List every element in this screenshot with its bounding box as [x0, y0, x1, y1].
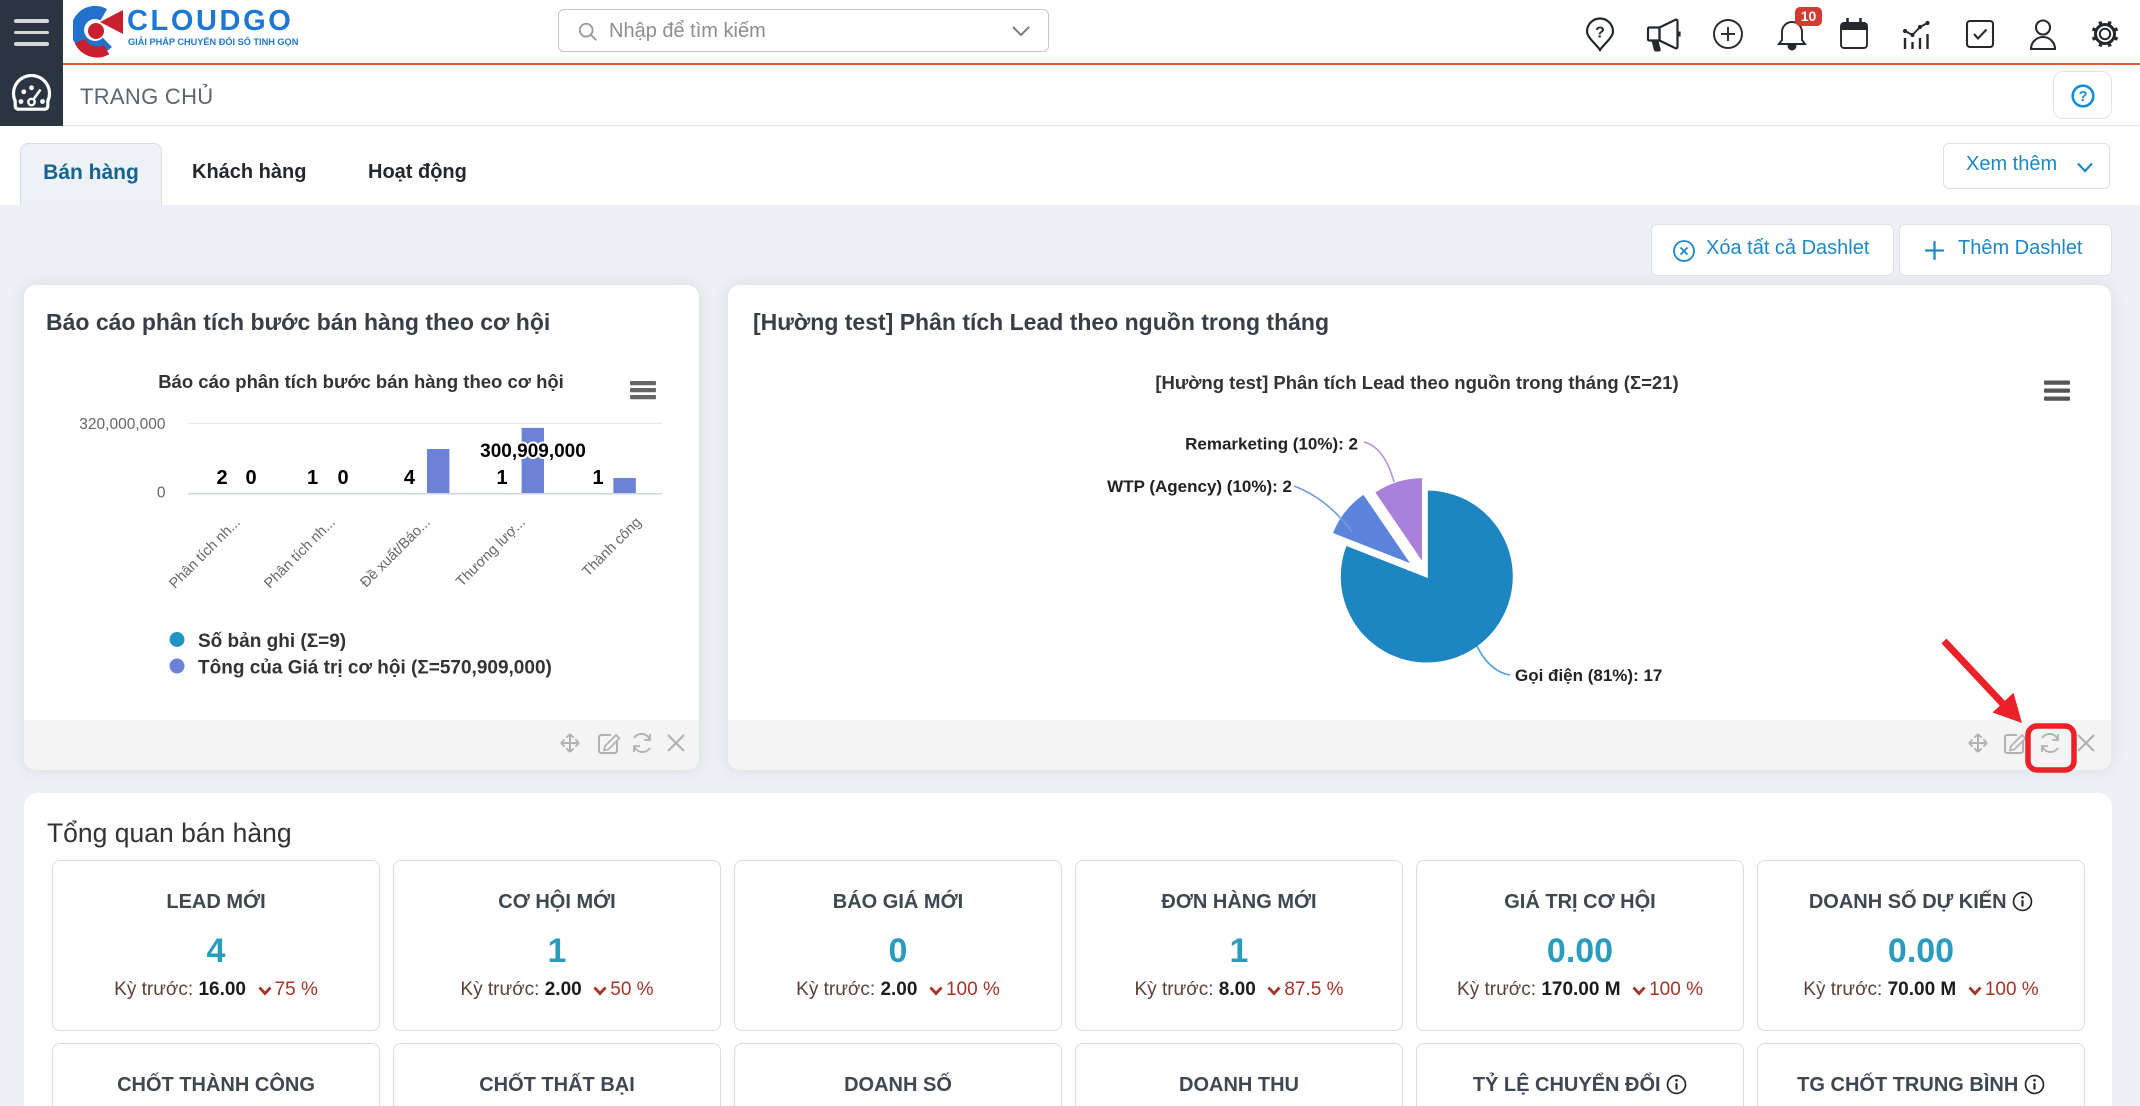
svg-text:GIẢI PHÁP CHUYỂN ĐỔI SỐ TINH G: GIẢI PHÁP CHUYỂN ĐỔI SỐ TINH GỌN: [128, 36, 299, 47]
svg-text:Thương lượ...: Thương lượ...: [453, 515, 529, 591]
svg-text:320,000,000: 320,000,000: [79, 416, 166, 433]
svg-text:CLOUDGO: CLOUDGO: [127, 5, 293, 37]
svg-text:300,909,000: 300,909,000: [480, 441, 586, 462]
svg-text:Thành công: Thành công: [579, 515, 644, 580]
svg-text:1: 1: [496, 467, 507, 489]
svg-text:?: ?: [1595, 25, 1605, 42]
svg-text:?: ?: [2079, 89, 2088, 105]
svg-text:Báo cáo phân tích bước bán hàn: Báo cáo phân tích bước bán hàng theo cơ …: [158, 371, 564, 392]
svg-text:[Hường test] Phân tích Lead th: [Hường test] Phân tích Lead theo nguồn t…: [1155, 372, 1678, 393]
svg-text:Tông của Giá trị cơ hội (Σ=570: Tông của Giá trị cơ hội (Σ=570,909,000): [198, 658, 552, 679]
svg-text:0: 0: [245, 467, 256, 489]
svg-text:Remarketing (10%): 2: Remarketing (10%): 2: [1185, 435, 1358, 454]
svg-text:WTP (Agency) (10%): 2: WTP (Agency) (10%): 2: [1107, 477, 1292, 496]
svg-text:Đề xuất/Báo...: Đề xuất/Báo...: [358, 515, 434, 591]
svg-text:10: 10: [1801, 8, 1817, 24]
svg-text:0: 0: [337, 467, 348, 489]
svg-text:4: 4: [404, 467, 416, 489]
svg-text:Gọi điện (81%): 17: Gọi điện (81%): 17: [1515, 666, 1662, 685]
svg-text:Số bản ghi (Σ=9): Số bản ghi (Σ=9): [198, 631, 346, 652]
svg-text:Phân tích nh...: Phân tích nh...: [261, 515, 338, 592]
svg-text:0: 0: [157, 485, 166, 502]
svg-text:2: 2: [216, 467, 227, 489]
svg-text:1: 1: [307, 467, 318, 489]
svg-text:Phân tích nh...: Phân tích nh...: [166, 515, 243, 592]
svg-text:1: 1: [592, 467, 603, 489]
